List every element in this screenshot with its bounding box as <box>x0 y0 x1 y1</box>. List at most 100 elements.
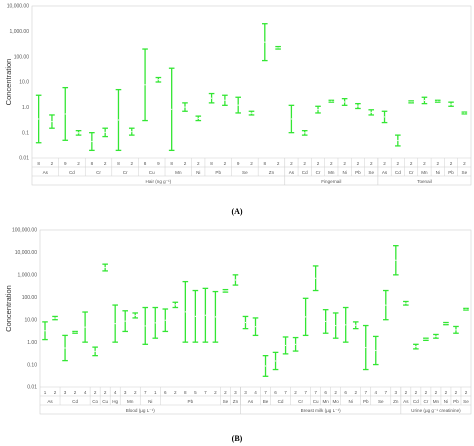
panel-b-range-mid-dot <box>425 338 427 340</box>
panel-b-count-label: 2 <box>465 390 468 395</box>
chart-panel-a: 0.01 0.1 1.0 10.0 100.00 1,000.00 10,000.00 Con… <box>4 4 472 186</box>
panel-b-element-label: Mn <box>127 399 134 404</box>
panel-a-element-label: Cr <box>316 170 321 175</box>
panel-b-count-label: 6 <box>324 390 327 395</box>
panel-a-count-label: 2 <box>357 161 360 166</box>
panel-b-element-label: Cd <box>278 399 284 404</box>
panel-a-element-label: Cd <box>302 170 308 175</box>
panel-b-group-label: Blood (µg L⁻¹) <box>126 408 156 413</box>
panel-b-count-label: 2 <box>174 390 177 395</box>
panel-a-group-label: Toenail <box>417 179 432 184</box>
panel-b-count-label: 3 <box>124 390 127 395</box>
panel-a-count-label: 2 <box>197 161 200 166</box>
panel-b-range-mid-dot <box>64 347 66 349</box>
panel-b-range-mid-dot <box>204 314 206 316</box>
panel-a-y-tick-label: 0.1 <box>22 130 29 136</box>
panel-a-range-mid-dot <box>91 140 93 143</box>
panel-b-element-label: Cd <box>72 399 78 404</box>
panel-a-range-mid-dot <box>184 106 186 108</box>
panel-a-range-mid-dot <box>304 132 306 134</box>
panel-b-y-tick-label: 1,000.00 <box>18 273 38 279</box>
panel-a-element-label: Cr <box>96 170 101 175</box>
panel-b-count-label: 3 <box>244 390 247 395</box>
panel-a-count-label: 2 <box>423 161 426 166</box>
panel-b-count-label: 3 <box>64 390 67 395</box>
panel-b-count-label: 4 <box>114 390 117 395</box>
panel-a-element-label: As <box>289 170 295 175</box>
panel-a-label-text: (A) <box>231 207 243 216</box>
panel-b-count-label: 7 <box>284 390 287 395</box>
panel-a-count-label: 2 <box>383 161 386 166</box>
panel-b-element-label: Zn <box>233 399 239 404</box>
panel-b-element-label: Ni <box>349 399 353 404</box>
panel-b-element-label: Pb <box>363 399 369 404</box>
panel-b-count-label: 3 <box>395 390 398 395</box>
panel-b-range-mid-dot <box>305 316 307 318</box>
panel-a-element-label: Cd <box>395 170 401 175</box>
panel-b-range-mid-dot <box>84 326 86 328</box>
panel-a-count-label: 9 <box>157 161 160 166</box>
panel-a-element-label: Pb <box>448 170 454 175</box>
panel-b-element-label: Be <box>263 399 269 404</box>
panel-b-element-label: Co <box>92 399 98 404</box>
panel-b-range-mid-dot <box>375 349 377 352</box>
panel-a-range-mid-dot <box>171 108 173 110</box>
panel-a-element-label: Ni <box>436 170 440 175</box>
panel-a-count-label: 2 <box>450 161 453 166</box>
panel-b-y-tick-label: 0.01 <box>27 385 37 391</box>
panel-a-count-label: 8 <box>170 161 173 166</box>
panel-a-count-label: 8 <box>117 161 120 166</box>
panel-a-range-mid-dot <box>437 100 439 102</box>
panel-b-range-mid-dot <box>104 266 106 269</box>
panel-a-range-mid-dot <box>317 109 319 111</box>
panel-a-range-mid-dot <box>277 47 279 49</box>
panel-a-range-mid-dot <box>237 104 239 106</box>
panel-b-range-mid-dot <box>74 331 76 333</box>
panel-a-count-label: 2 <box>277 161 280 166</box>
panel-a-element-label: Pb <box>215 170 221 175</box>
panel-a-count-label: 8 <box>144 161 147 166</box>
panel-a-element-label: Mn <box>328 170 335 175</box>
panel-b-range-mid-dot <box>435 335 437 337</box>
panel-a-range-mid-dot <box>224 99 226 101</box>
panel-b-count-label: 7 <box>364 390 367 395</box>
panel-b-element-label: Cu <box>313 399 319 404</box>
panel-b-range-mid-dot <box>134 314 136 317</box>
panel-b-y-tick-label: 100.00 <box>22 295 38 301</box>
panel-b-count-label: 2 <box>104 390 107 395</box>
panel-a-y-tick-label: 100.00 <box>14 54 30 60</box>
panel-b-range-mid-dot <box>345 324 347 326</box>
panel-b-element-label: Pb <box>453 399 459 404</box>
panel-b-element-label: Cu <box>102 399 108 404</box>
panel-b-count-label: 2 <box>415 390 418 395</box>
panel-b-range-mid-dot <box>455 329 457 331</box>
panel-a-range-mid-dot <box>383 116 386 118</box>
panel-b-count-label: 2 <box>54 390 57 395</box>
panel-b-range-mid-dot <box>44 330 46 332</box>
panel-b-y-tick-label: 10.00 <box>24 317 37 323</box>
panel-a-count-label: 2 <box>290 161 293 166</box>
panel-a-count-label: 2 <box>343 161 346 166</box>
panel-b-range-mid-dot <box>355 324 357 326</box>
panel-a-count-label: 9 <box>237 161 240 166</box>
panel-a-element-label: Se <box>368 170 374 175</box>
panel-b-count-label: 2 <box>74 390 77 395</box>
panel-b-range-mid-dot <box>395 259 397 261</box>
panel-a-plot-frame <box>31 5 472 186</box>
panel-label-b: (B) <box>0 428 474 446</box>
panel-a-range-mid-dot <box>330 100 332 102</box>
panel-b-range-mid-dot <box>254 326 257 328</box>
panel-b-element-label: Se <box>378 399 384 404</box>
panel-b-count-label: 7 <box>385 390 388 395</box>
panel-b-count-label: 2 <box>425 390 428 395</box>
panel-b-element-label: Cr <box>423 399 428 404</box>
panel-b-range-mid-dot <box>385 304 387 306</box>
panel-a-element-label: Mn <box>175 170 182 175</box>
panel-a-element-label: Cu <box>149 170 155 175</box>
panel-b-count-label: 7 <box>304 390 307 395</box>
panel-b-range-mid-dot <box>365 346 367 349</box>
panel-a-count-label: 2 <box>463 161 466 166</box>
panel-a-count-label: 2 <box>51 161 54 166</box>
panel-a-range-mid-dot <box>51 120 53 123</box>
panel-a-count-label: 2 <box>397 161 400 166</box>
